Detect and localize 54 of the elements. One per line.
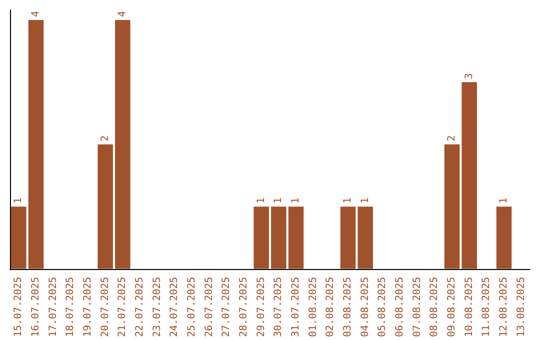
x-tick-label: 15.07.2025 [13,276,24,338]
bar [271,206,286,269]
x-tick-label: 24.07.2025 [169,276,180,338]
x-tick-label: 07.08.2025 [412,276,423,338]
x-tick-label: 02.08.2025 [325,276,336,338]
x-tick-label: 19.07.2025 [82,276,94,338]
x-tick-label: 05.08.2025 [377,276,388,338]
bar [496,206,512,269]
bar [444,144,460,269]
data-label: 1 [13,198,24,204]
bar [462,82,477,269]
x-tick-label: 08.08.2025 [429,276,440,338]
bar [340,206,356,269]
x-tick-label: 09.08.2025 [446,276,458,338]
bar [98,144,113,269]
x-tick-label: 29.07.2025 [256,276,267,338]
data-label: 4 [117,10,128,17]
bar [115,20,130,269]
bar [28,20,44,269]
x-tick-label: 25.07.2025 [186,276,198,338]
bar [254,206,269,269]
x-tick-label: 30.07.2025 [273,276,284,338]
data-label: 3 [464,73,475,80]
data-label: 2 [446,135,458,142]
x-tick-label: 27.07.2025 [221,276,232,338]
bar [11,206,26,269]
x-tick-label: 12.08.2025 [498,276,510,338]
data-label: 1 [256,198,267,204]
x-tick-label: 31.07.2025 [290,276,302,338]
x-tick-label: 04.08.2025 [360,276,371,338]
x-tick-label: 06.08.2025 [394,276,406,338]
x-tick-label: 21.07.2025 [117,276,128,338]
data-label: 1 [498,198,510,204]
bar [358,206,373,269]
x-tick-label: 11.08.2025 [481,276,492,338]
x-tick-label: 03.08.2025 [342,276,354,338]
x-tick-label: 16.07.2025 [30,276,42,338]
x-tick-label: 18.07.2025 [65,276,76,338]
x-tick-label: 20.07.2025 [100,276,111,338]
bar [288,206,304,269]
x-tick-label: 26.07.2025 [204,276,215,338]
x-tick-label: 01.08.2025 [308,276,319,338]
data-label: 4 [30,10,42,17]
x-tick-label: 13.08.2025 [516,276,527,338]
x-tick-label: 22.07.2025 [134,276,146,338]
x-tick-label: 17.07.2025 [48,276,59,338]
x-tick-label: 23.07.2025 [152,276,163,338]
x-tick-label: 10.08.2025 [464,276,475,338]
data-label: 1 [273,198,284,204]
data-label: 1 [360,198,371,204]
data-label: 1 [342,198,354,204]
x-tick-label: 28.07.2025 [238,276,250,338]
data-label: 2 [100,135,111,142]
data-label: 1 [290,198,302,204]
